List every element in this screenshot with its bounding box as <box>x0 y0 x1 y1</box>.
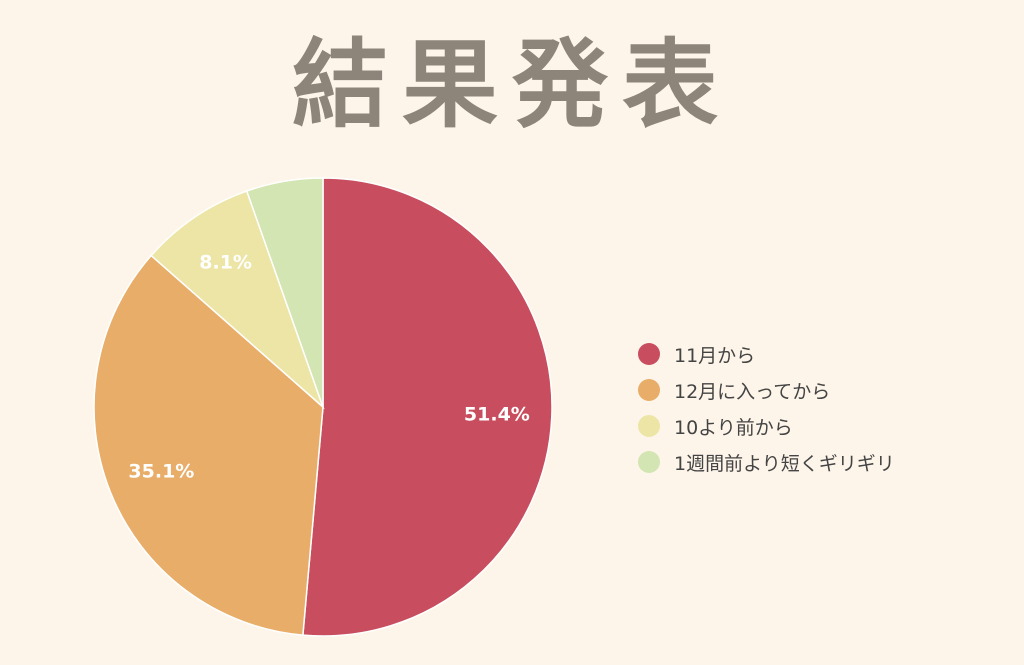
legend-item: 10より前から <box>638 408 895 444</box>
slice-value-label: 51.4% <box>464 404 530 426</box>
legend-label: 1週間前より短くギリギリ <box>674 452 895 475</box>
page-title: 結果発表 <box>292 29 732 141</box>
legend-item: 1週間前より短くギリギリ <box>638 444 895 480</box>
legend-item: 12月に入ってから <box>638 372 895 408</box>
pie-slice <box>245 177 324 408</box>
legend-label: 11月から <box>674 344 756 367</box>
chart-legend: 11月から 12月に入ってから 10より前から 1週間前より短くギリギリ <box>638 336 895 480</box>
pie-slice <box>302 177 553 637</box>
pie-slice <box>150 190 325 410</box>
slice-value-label: 35.1% <box>128 461 194 483</box>
legend-swatch <box>638 379 660 401</box>
legend-swatch <box>638 415 660 437</box>
legend-swatch <box>638 451 660 473</box>
slice-value-label: 8.1% <box>199 252 252 274</box>
legend-label: 12月に入ってから <box>674 380 831 403</box>
legend-label: 10より前から <box>674 416 793 439</box>
legend-item: 11月から <box>638 336 895 372</box>
pie-slice <box>93 254 324 636</box>
legend-swatch <box>638 343 660 365</box>
